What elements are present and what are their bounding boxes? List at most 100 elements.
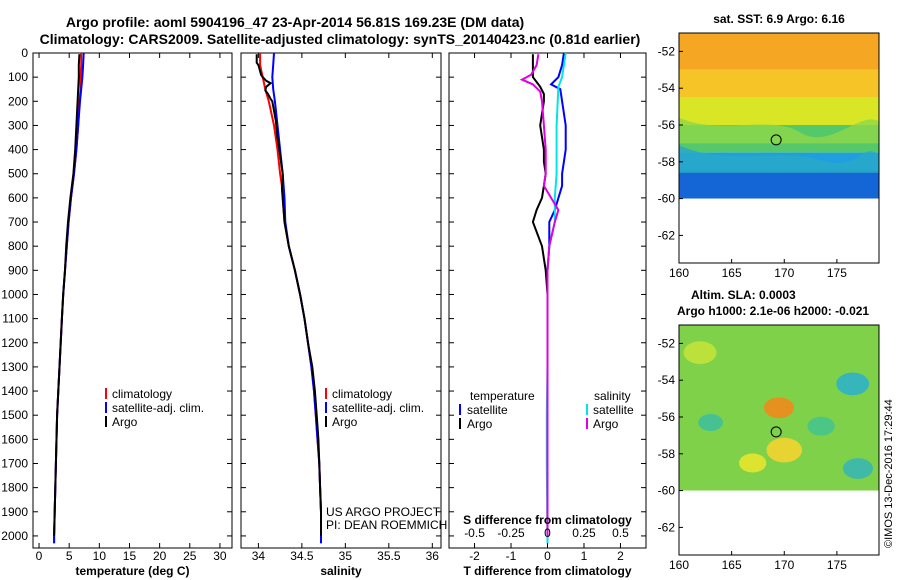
annotation-text: US ARGO PROJECT xyxy=(326,505,441,519)
x-tick-label: -2 xyxy=(469,549,480,563)
map-subtitle: Argo h1000: 2.1e-06 h2000: -0.021 xyxy=(677,304,869,318)
x-tick-label: 36 xyxy=(426,549,440,563)
map-data-layer xyxy=(679,33,879,199)
sla-map: -52 -54 -56 -58 -60 -62 160 165 170 175 Altim. SLA… xyxy=(658,288,880,572)
legend-label: Argo xyxy=(112,415,138,429)
depth-tick-label: 300 xyxy=(8,118,28,132)
map-y-tick-label: -56 xyxy=(658,118,676,132)
depth-tick-label: 900 xyxy=(8,263,28,277)
series-sat-line xyxy=(546,52,567,544)
x-tick-label: 5 xyxy=(66,549,73,563)
depth-tick-label: 1500 xyxy=(1,408,28,422)
map-frame xyxy=(678,324,880,556)
x-tick-label: 25 xyxy=(183,549,197,563)
map-title: sat. SST: 6.9 Argo: 6.16 xyxy=(713,12,845,26)
map-x-tick-label: 165 xyxy=(722,558,742,572)
map-y-tick-label: -62 xyxy=(658,228,676,242)
legend-label: climatology xyxy=(332,387,392,401)
title-line-2: Climatology: CARS2009. Satellite-adjuste… xyxy=(40,31,641,47)
x-tick-label: 2 xyxy=(617,549,624,563)
legend-label: Argo xyxy=(593,417,619,431)
annotation-text: PI: DEAN ROEMMICH xyxy=(326,518,447,532)
x-axis-label: temperature (deg C) xyxy=(75,564,189,578)
x-tick-label: 34.5 xyxy=(290,549,314,563)
map-y-tick-label: -60 xyxy=(658,192,676,206)
depth-tick-label: 1100 xyxy=(2,312,28,326)
depth-tick-label: 1200 xyxy=(1,336,28,350)
series-sal_sat-line xyxy=(545,52,567,544)
salinity-frame xyxy=(240,52,442,549)
depth-tick-label: 1600 xyxy=(1,432,28,446)
map-y-tick-label: -60 xyxy=(658,484,676,498)
sst-band xyxy=(679,69,879,98)
depth-tick-label: 1700 xyxy=(1,456,28,470)
map-y-tick-label: -56 xyxy=(658,410,676,424)
map-x-tick-label: 170 xyxy=(774,266,794,280)
sst-front xyxy=(679,145,879,173)
x2-tick-label: 0.25 xyxy=(572,526,596,540)
map-x-tick-label: 165 xyxy=(722,266,742,280)
x-tick-label: 20 xyxy=(153,549,167,563)
x-tick-label: 15 xyxy=(123,549,137,563)
map-x-tick-label: 175 xyxy=(827,266,847,280)
x-axis-label-secondary: S difference from climatology xyxy=(463,513,632,527)
legend-header-temperature: temperature xyxy=(470,389,535,403)
temperature-frame xyxy=(32,52,233,549)
sst-band xyxy=(679,97,879,125)
legend-label: Argo xyxy=(332,415,358,429)
map-data-layer xyxy=(679,325,879,491)
depth-tick-label: 200 xyxy=(8,94,28,108)
depth-tick-label: 400 xyxy=(8,143,28,157)
x-tick-label: 1 xyxy=(581,549,588,563)
x2-tick-label: -0.5 xyxy=(464,526,485,540)
x2-tick-label: 0 xyxy=(544,526,551,540)
legend-label: satellite xyxy=(467,403,508,417)
map-y-tick-label: -52 xyxy=(658,44,676,58)
sla-blob xyxy=(807,416,835,436)
sst-map: -52 -54 -56 -58 -60 -62 160 165 170 175 sat. SST: … xyxy=(658,12,880,280)
legend-header-salinity: salinity xyxy=(594,389,631,403)
map-frame xyxy=(678,32,880,264)
temperature-panel: 0 5 10 15 20 25 30 temperature (deg C) climatolo… xyxy=(32,52,233,578)
series-argo-line xyxy=(531,54,549,536)
x-tick-label: 35.5 xyxy=(377,549,401,563)
depth-tick-label: 500 xyxy=(8,167,28,181)
sla-blob xyxy=(763,397,795,419)
depth-tick-label: 0 xyxy=(21,46,28,60)
series-sat-line xyxy=(271,52,322,544)
map-title: Altim. SLA: 0.0003 xyxy=(691,288,796,302)
depth-tick-label: 1400 xyxy=(1,384,28,398)
argo-position-marker xyxy=(770,426,782,438)
difference-panel: -2 -1 0 1 2T difference from climatology S di… xyxy=(448,52,647,578)
series-sat-line xyxy=(53,52,85,544)
sst-band xyxy=(679,171,879,199)
depth-tick-label: 700 xyxy=(8,215,28,229)
depth-tick-label: 1800 xyxy=(1,481,28,495)
legend-label: satellite-adj. clim. xyxy=(112,401,204,415)
x2-tick-label: -0.25 xyxy=(497,526,525,540)
x-axis-label: salinity xyxy=(320,564,362,578)
x-axis-label: T difference from climatology xyxy=(463,564,631,578)
series-argo-line xyxy=(255,54,322,536)
depth-tick-label: 1300 xyxy=(1,360,28,374)
x-tick-label: 35 xyxy=(339,549,353,563)
map-y-tick-label: -58 xyxy=(658,447,676,461)
legend-label: satellite xyxy=(593,403,634,417)
sla-blob xyxy=(766,437,803,463)
x-tick-label: 30 xyxy=(213,549,227,563)
map-y-tick-label: -62 xyxy=(658,520,676,534)
x2-tick-label: 0.5 xyxy=(612,526,629,540)
title-line-1: Argo profile: aoml 5904196_47 23-Apr-201… xyxy=(66,14,524,30)
sla-blob xyxy=(739,453,767,473)
map-x-tick-label: 175 xyxy=(827,558,847,572)
sst-front xyxy=(679,117,879,144)
sst-band xyxy=(679,33,879,70)
series-sal_argo-line xyxy=(519,54,560,536)
legend-label: satellite-adj. clim. xyxy=(332,401,424,415)
sla-blob xyxy=(698,413,723,432)
salinity-panel: 34 34.5 35 35.5 36 salinity climatologysatelli… xyxy=(240,52,447,578)
x-tick-label: 10 xyxy=(93,549,107,563)
map-y-tick-label: -54 xyxy=(658,373,676,387)
map-x-tick-label: 160 xyxy=(669,558,689,572)
